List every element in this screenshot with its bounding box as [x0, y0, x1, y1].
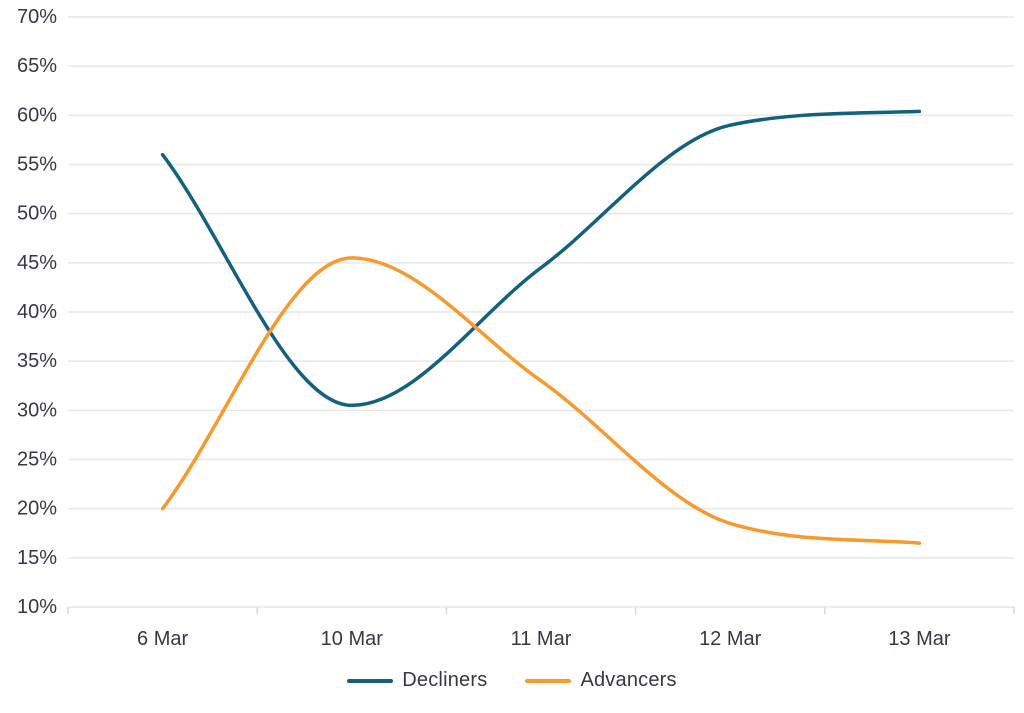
x-axis-tick-label: 13 Mar: [888, 628, 951, 650]
y-axis-tick-label: 30%: [17, 399, 57, 421]
x-axis-tick-label: 6 Mar: [137, 628, 188, 650]
y-axis-tick-label: 25%: [17, 449, 57, 471]
series-line-advancers: [160, 256, 922, 545]
y-axis-tick-label: 15%: [17, 547, 57, 569]
y-axis-tick-label: 10%: [17, 596, 57, 618]
series-line-decliners: [160, 109, 922, 408]
decliners-line-swatch: [347, 678, 394, 683]
advancers-legend-label: Advancers: [580, 669, 677, 691]
y-axis-tick-label: 50%: [17, 203, 57, 225]
decliners-legend-label: Decliners: [402, 669, 488, 691]
x-axis-tick-label: 10 Mar: [321, 628, 384, 650]
y-axis-tick-label: 20%: [17, 498, 57, 520]
advancers-line-swatch: [525, 678, 572, 683]
y-axis-tick-label: 55%: [17, 154, 57, 176]
legend-item-advancers: Advancers: [525, 669, 677, 692]
y-axis-tick-label: 60%: [17, 104, 57, 126]
y-axis-tick-label: 65%: [17, 55, 57, 77]
legend-item-decliners: Decliners: [347, 669, 487, 692]
y-axis-tick-label: 35%: [17, 350, 57, 372]
x-axis-tick-label: 11 Mar: [511, 628, 572, 650]
y-axis-tick-label: 70%: [17, 6, 57, 28]
x-axis-tick-label: 12 Mar: [699, 628, 762, 650]
y-axis-tick-label: 45%: [17, 252, 57, 274]
chart-legend: Decliners Advancers: [0, 669, 1024, 692]
y-axis-tick-label: 40%: [17, 301, 57, 323]
